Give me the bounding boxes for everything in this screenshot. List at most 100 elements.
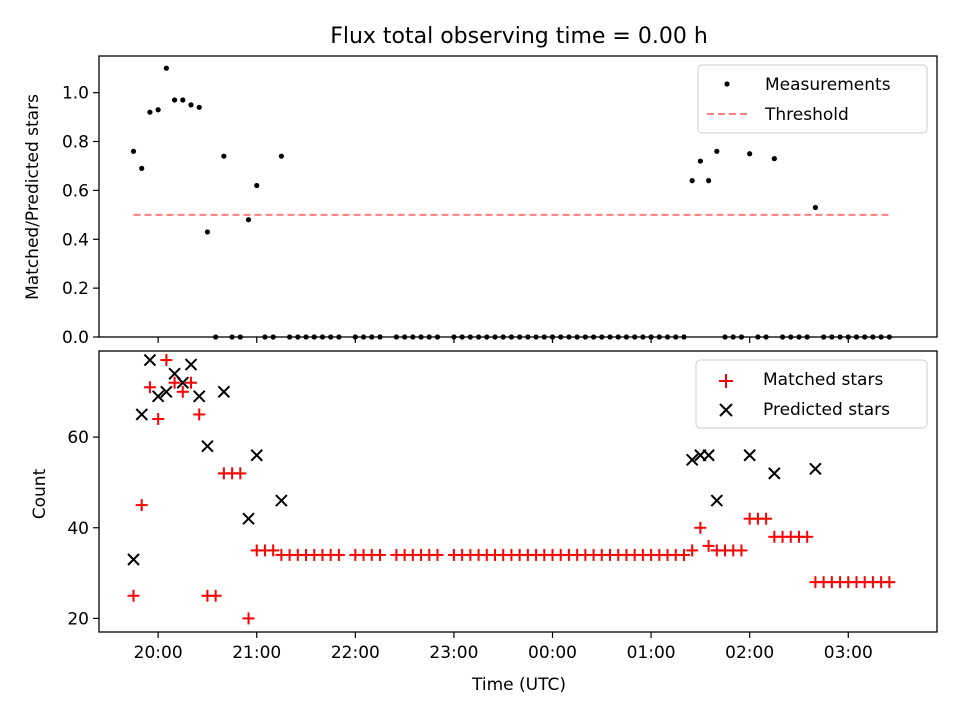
measurement-point	[196, 104, 202, 110]
x-tick-label: 21:00	[232, 643, 281, 663]
top-legend-box	[697, 64, 928, 134]
legend-predicted-label: Predicted stars	[763, 400, 890, 420]
bottom-y-ticks: 20 40 60	[67, 428, 99, 629]
matched-star-point	[267, 544, 280, 557]
measurement-point	[171, 97, 178, 103]
predicted-star-point	[143, 353, 157, 367]
measurement-point	[245, 217, 252, 223]
predicted-star-point	[217, 385, 231, 398]
x-axis-label: Time (UTC)	[471, 675, 566, 695]
predicted-star-point	[809, 462, 822, 476]
bottom-plot-marks	[127, 353, 896, 625]
measurement-point	[747, 151, 753, 157]
bottom-y-tick-label: 60	[67, 428, 89, 448]
predicted-star-point	[242, 512, 255, 525]
matched-star-point	[735, 544, 748, 557]
predicted-star-point	[151, 390, 165, 403]
x-tick-label: 00:00	[528, 643, 577, 663]
matched-star-point	[686, 544, 699, 557]
predicted-star-point	[743, 449, 756, 462]
bottom-y-tick-label: 20	[67, 609, 89, 629]
matched-star-point	[176, 385, 189, 398]
predicted-star-point	[160, 385, 173, 398]
measurement-point	[180, 97, 186, 103]
measurement-point	[689, 178, 695, 184]
top-plot-frame	[98, 55, 938, 338]
predicted-star-point	[135, 408, 148, 421]
matched-star-point	[373, 548, 386, 561]
measurement-point	[254, 182, 260, 189]
legend-matched-label: Matched stars	[763, 370, 883, 390]
matched-star-point	[135, 499, 148, 512]
bottom-y-axis-label: Count	[30, 468, 50, 519]
top-y-tick-label: 0.4	[62, 230, 89, 250]
top-y-tick-label: 0.8	[62, 133, 89, 153]
measurement-point	[130, 148, 137, 154]
predicted-star-point	[176, 376, 190, 389]
matched-star-point	[193, 408, 206, 421]
measurement-point	[147, 109, 153, 115]
bottom-y-tick-label: 40	[67, 519, 89, 539]
x-tick-label: 03:00	[824, 643, 873, 663]
predicted-star-point	[184, 358, 198, 371]
matched-star-point	[127, 589, 140, 602]
measurement-point	[714, 148, 720, 154]
measurement-point	[278, 153, 284, 159]
matched-star-point	[143, 381, 156, 394]
measurement-point	[204, 229, 211, 235]
bottom-panel: 20 40 60 20:00 21:00 22:00 23:00 00:00 01:00 02:…	[30, 350, 938, 695]
measurement-point	[771, 156, 777, 162]
matched-star-point	[760, 512, 773, 525]
matched-star-point	[242, 612, 255, 625]
bottom-legend: Matched stars Predicted stars	[695, 359, 928, 429]
measurement-point	[697, 158, 703, 164]
predicted-star-point	[685, 453, 699, 466]
matched-star-point	[883, 576, 896, 589]
top-y-tick-label: 0.2	[62, 279, 89, 299]
matched-star-point	[234, 467, 247, 480]
matched-star-point	[160, 354, 173, 367]
matched-star-point	[209, 589, 222, 602]
top-y-tick-label: 0.6	[62, 181, 89, 201]
x-tick-label: 02:00	[725, 643, 774, 663]
matched-star-point	[152, 412, 165, 425]
matched-star-point	[801, 530, 814, 543]
measurement-point	[139, 165, 145, 171]
predicted-star-point	[275, 494, 288, 507]
measurement-point	[706, 178, 712, 184]
legend-matched-marker	[719, 374, 733, 388]
measurement-point	[221, 153, 227, 159]
bottom-x-ticks: 20:00 21:00 22:00 23:00 00:00 01:00 02:00 03:00	[134, 632, 873, 663]
predicted-star-point	[250, 449, 263, 462]
x-tick-label: 20:00	[134, 643, 183, 663]
matched-star-point	[168, 376, 181, 389]
predicted-star-point	[702, 449, 715, 462]
top-y-tick-label: 0.0	[62, 328, 89, 348]
matched-star-point	[185, 376, 198, 389]
predicted-star-point	[193, 390, 206, 403]
legend-predicted-marker	[719, 403, 733, 417]
top-legend: Measurements Threshold	[697, 64, 928, 134]
measurement-point	[163, 65, 169, 71]
top-y-ticks: 0.0 0.2 0.4 0.6 0.8 1.0	[62, 84, 99, 348]
chart-title: Flux total observing time = 0.00 h	[330, 24, 708, 49]
matched-star-point	[677, 548, 690, 561]
top-panel: 0.0 0.2 0.4 0.6 0.8 1.0 Matched/Predicted sta…	[23, 55, 938, 348]
legend-measurements-label: Measurements	[765, 75, 891, 95]
legend-measurements-marker	[724, 81, 730, 87]
measurement-point	[188, 102, 194, 108]
predicted-star-point	[127, 553, 140, 566]
predicted-star-point	[710, 494, 724, 507]
x-tick-label: 01:00	[627, 643, 676, 663]
bottom-plot-frame	[98, 350, 938, 633]
predicted-star-point	[768, 467, 781, 480]
top-y-tick-label: 1.0	[62, 84, 89, 104]
x-tick-label: 22:00	[331, 643, 380, 663]
x-tick-label: 23:00	[429, 643, 478, 663]
predicted-star-point	[201, 439, 214, 453]
measurement-point	[812, 204, 819, 211]
measurement-point	[155, 107, 161, 113]
matched-star-point	[332, 548, 345, 561]
bottom-legend-box	[695, 359, 928, 429]
